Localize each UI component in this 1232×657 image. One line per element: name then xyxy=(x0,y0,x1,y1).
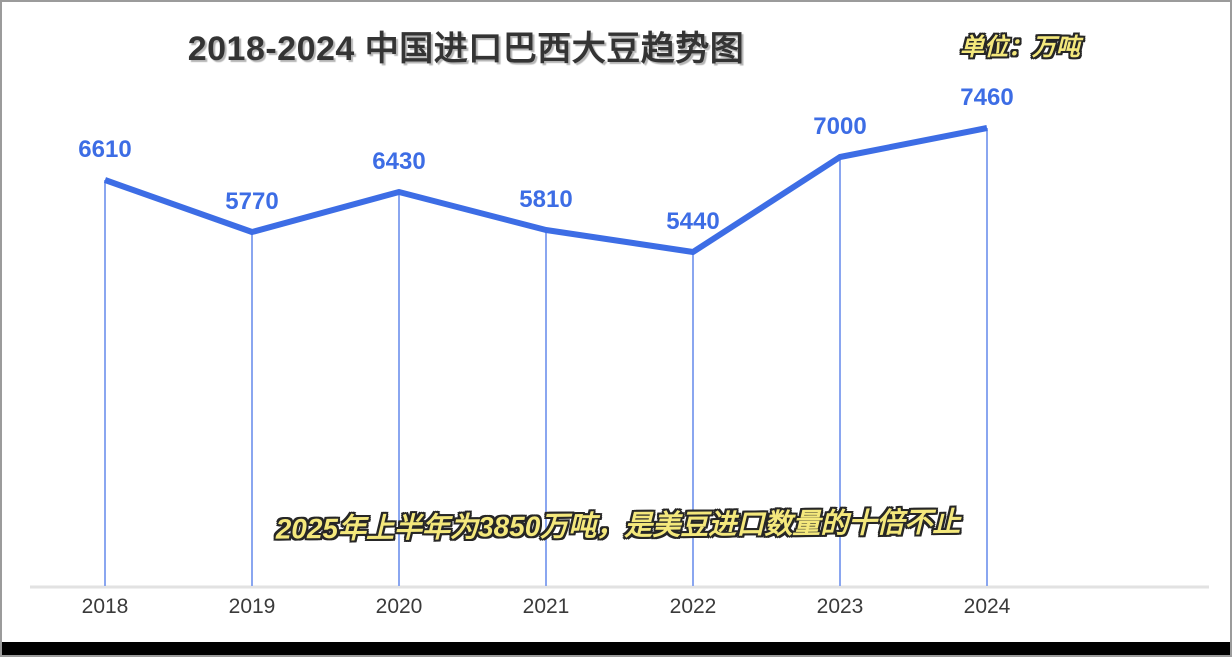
value-label: 5770 xyxy=(225,188,279,215)
x-axis-label: 2021 xyxy=(522,595,570,618)
x-axis-label: 2022 xyxy=(669,595,717,618)
value-label: 6430 xyxy=(372,148,426,175)
trend-line xyxy=(103,125,988,255)
x-axis-label: 2024 xyxy=(963,595,1011,618)
value-label: 7000 xyxy=(813,113,867,140)
chart-title: 2018-2024 中国进口巴西大豆趋势图 xyxy=(187,30,745,68)
x-axis-label: 2020 xyxy=(375,595,423,618)
value-label: 5440 xyxy=(666,208,720,235)
value-label: 6610 xyxy=(78,136,132,163)
x-axis-label: 2023 xyxy=(816,595,864,618)
value-label: 7460 xyxy=(960,84,1014,111)
bottom-black-bar xyxy=(2,642,1230,655)
value-label: 5810 xyxy=(519,186,573,213)
x-axis-label: 2019 xyxy=(228,595,276,618)
x-axis-label: 2018 xyxy=(81,595,129,618)
unit-label: 单位：万吨 xyxy=(960,34,1080,61)
